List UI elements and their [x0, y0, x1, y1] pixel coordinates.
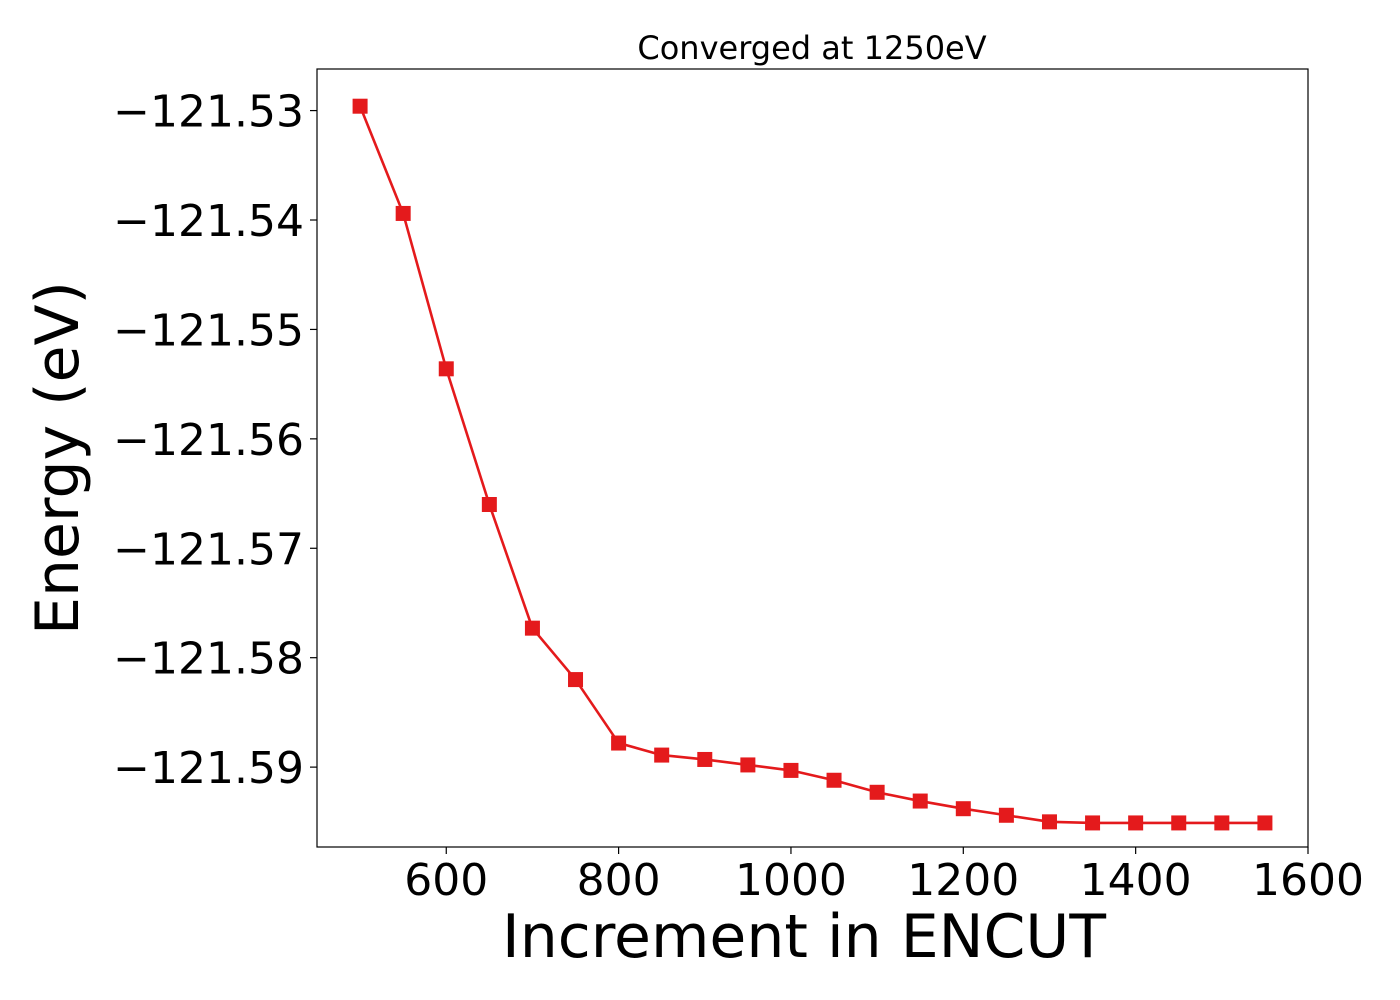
x-tick-label: 1000: [735, 855, 847, 906]
data-point-marker: [912, 793, 928, 809]
data-point-marker: [1171, 815, 1187, 831]
x-axis: 600 800 1000 1200 1400 1600: [404, 847, 1364, 906]
data-point-marker: [568, 672, 584, 688]
plot-frame: [316, 68, 1309, 848]
y-tick-label: −121.56: [113, 415, 304, 466]
data-point-marker: [438, 361, 454, 377]
data-point-marker: [524, 620, 540, 636]
data-point-marker: [352, 98, 368, 114]
data-point-marker: [654, 747, 670, 763]
y-tick-label: −121.59: [113, 743, 304, 794]
data-point-marker: [1085, 815, 1101, 831]
y-tick-label: −121.57: [113, 524, 304, 575]
data-point-marker: [1041, 814, 1057, 830]
data-point-marker: [395, 205, 411, 221]
data-point-marker: [826, 772, 842, 788]
y-tick-label: −121.55: [113, 305, 304, 356]
data-point-marker: [1214, 815, 1230, 831]
x-tick-label: 800: [577, 855, 661, 906]
data-point-marker: [955, 801, 971, 817]
data-point-marker: [740, 757, 756, 773]
y-tick-label: −121.58: [113, 634, 304, 685]
x-tick-label: 1200: [907, 855, 1019, 906]
x-tick-label: 1600: [1252, 855, 1364, 906]
x-tick-label: 1400: [1080, 855, 1192, 906]
data-point-marker: [998, 807, 1014, 823]
data-point-marker: [1128, 815, 1144, 831]
data-point-marker: [783, 762, 799, 778]
data-point-marker: [611, 735, 627, 751]
data-point-marker: [1257, 815, 1273, 831]
y-axis: −121.53 −121.54 −121.55 −121.56 −121.57 −121.…: [113, 87, 317, 794]
data-point-marker: [869, 784, 885, 800]
x-axis-label: Increment in ENCUT: [502, 902, 1106, 972]
series-line: [358, 105, 1265, 825]
chart-title: Converged at 1250eV: [637, 29, 986, 67]
data-point-marker: [697, 751, 713, 767]
plot-area: [352, 98, 1273, 831]
y-axis-label: Energy (eV): [23, 281, 93, 635]
data-point-marker: [481, 497, 497, 513]
y-tick-label: −121.54: [113, 196, 304, 247]
x-tick-label: 600: [404, 855, 488, 906]
y-tick-label: −121.53: [113, 87, 304, 138]
